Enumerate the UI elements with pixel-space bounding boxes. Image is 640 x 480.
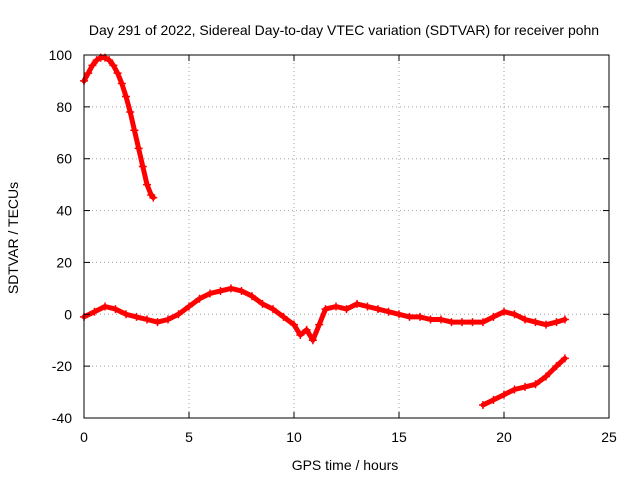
data-point [479,401,487,410]
data-point [521,315,529,324]
x-tick-label: 0 [80,429,88,445]
data-point [500,390,508,399]
data-point [117,79,126,88]
data-point [101,302,109,311]
data-point [321,305,330,314]
x-tick-label: 20 [496,429,512,445]
data-point [426,315,435,324]
data-point [290,320,298,329]
data-point [248,292,256,301]
y-tick-label: 20 [56,254,72,270]
data-point [88,61,97,70]
series-line-3 [480,355,568,408]
data-point [216,286,225,295]
y-tick-label: -20 [52,358,72,374]
x-axis-title: GPS time / hours [292,457,399,473]
data-point [258,299,267,308]
chart-title: Day 291 of 2022, Sidereal Day-to-day VTE… [89,22,599,38]
data-point [153,318,162,327]
data-point [149,193,158,202]
data-point [84,69,93,78]
data-point [552,318,561,327]
y-axis-title: SDTVAR / TECUs [5,182,21,294]
data-point [332,302,340,311]
series-line-1 [81,55,156,201]
data-point [185,302,193,311]
data-point [122,92,130,101]
data-point [510,385,519,394]
data-point [542,372,550,381]
y-tick-label: 80 [56,99,72,115]
data-point [134,144,143,153]
data-point [90,307,99,316]
data-point [174,310,183,319]
data-point [143,180,151,189]
data-point [342,305,351,314]
y-tick-label: 100 [49,47,73,63]
data-point [479,318,487,327]
data-point [437,315,445,324]
data-point [353,299,361,308]
data-point [130,126,139,135]
y-tick-label: 60 [56,151,72,167]
data-point [105,56,114,65]
data-layer [80,53,569,410]
data-point [237,286,246,295]
data-point [363,302,372,311]
x-tick-label: 25 [601,429,617,445]
ticks: 0 5 10 15 20 25 -40 -20 0 20 40 60 80 100 [49,47,617,445]
data-point [308,336,317,345]
data-point [552,362,561,371]
data-point [296,331,305,340]
data-point [510,310,519,319]
data-point [468,318,477,327]
x-tick-label: 5 [185,429,193,445]
data-point [122,310,130,319]
data-point [269,305,277,314]
data-point [531,380,540,389]
data-point [315,320,324,329]
data-point [227,284,235,293]
data-point [279,312,288,321]
data-point [542,320,550,329]
y-tick-label: 0 [64,306,72,322]
data-point [126,108,135,117]
data-point [447,318,456,327]
data-point [560,315,569,324]
data-point [164,315,172,324]
data-point [132,312,141,321]
data-point [405,312,414,321]
data-point [302,325,311,334]
data-point [138,162,147,171]
y-tick-label: -40 [52,410,72,426]
x-tick-label: 15 [391,429,407,445]
data-point [416,312,424,321]
data-point [560,354,569,363]
data-point [395,310,403,319]
grid [84,55,609,418]
data-point [521,382,529,391]
data-point [374,305,382,314]
y-tick-label: 40 [56,203,72,219]
data-point [384,307,393,316]
plot-frame [83,54,610,419]
data-point [195,294,204,303]
data-point [531,318,540,327]
data-point [113,69,122,78]
data-point [111,305,120,314]
data-point [143,315,151,324]
data-point [206,289,214,298]
x-tick-label: 10 [286,429,302,445]
data-point [489,312,498,321]
data-point [500,307,508,316]
data-point [109,61,118,70]
data-point [92,56,101,65]
data-point [489,395,498,404]
data-point [458,318,466,327]
